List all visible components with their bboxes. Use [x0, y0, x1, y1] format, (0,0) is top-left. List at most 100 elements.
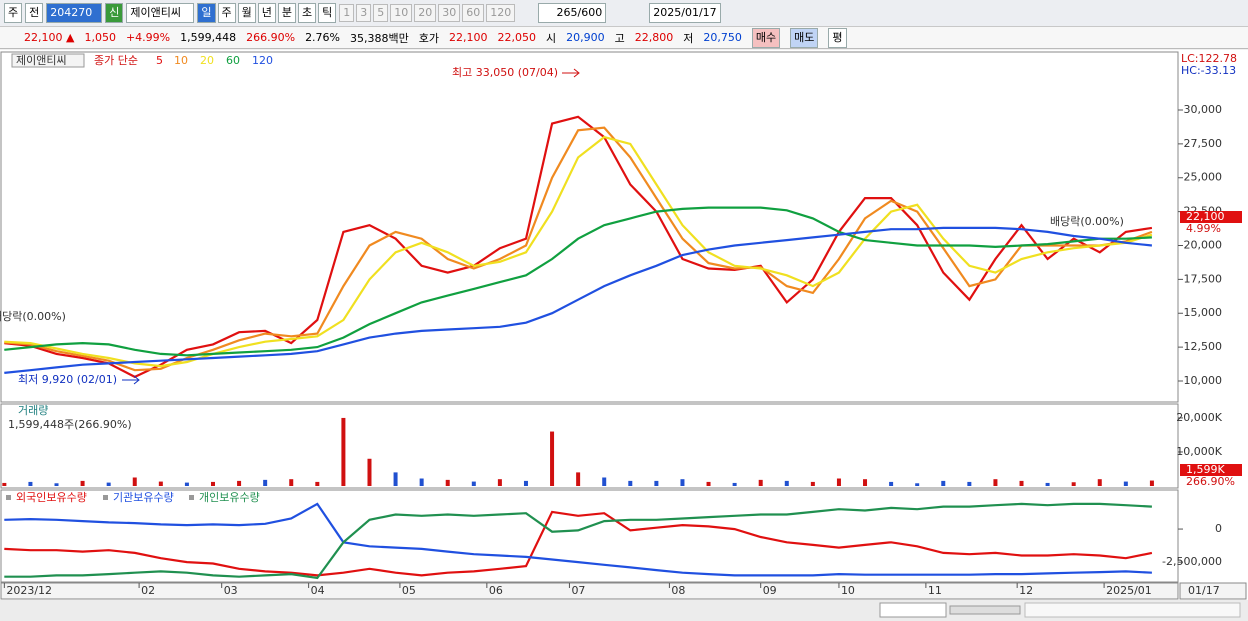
volume-bar — [1045, 482, 1050, 486]
count-button[interactable]: 60 — [462, 4, 485, 22]
volume-bar — [1123, 481, 1128, 486]
legend-swatch — [103, 495, 108, 500]
volume-bar — [602, 477, 607, 486]
y-tick-label: 0 — [1215, 522, 1222, 535]
volume-bar — [184, 482, 189, 486]
volume-bar — [28, 481, 33, 486]
volume-bar — [1019, 480, 1024, 486]
volume-bar — [941, 480, 946, 486]
change: 1,050 — [84, 31, 116, 44]
x-axis-band — [0, 582, 1179, 600]
y-tick-label: 25,000 — [1184, 171, 1223, 184]
legend-item: 60 — [226, 54, 240, 67]
x-tick-label: 08 — [671, 584, 685, 597]
ex-dividend: 배당락(0.00%) — [1050, 215, 1124, 228]
period-button[interactable]: 분 — [277, 3, 296, 23]
y-tick-label: 20,000K — [1176, 411, 1222, 424]
zoom-slider[interactable] — [949, 605, 1021, 615]
volume-bar — [706, 481, 711, 486]
code-input[interactable]: 204270 — [46, 3, 103, 23]
y-tick-label: 27,500 — [1184, 137, 1223, 150]
x-tick-label: 10 — [841, 584, 855, 597]
x-tick-label: 05 — [402, 584, 416, 597]
x-tick-label: 09 — [763, 584, 777, 597]
legend-item: 5 — [156, 54, 163, 67]
low: 20,750 — [703, 31, 742, 44]
legend-item: 10 — [174, 54, 188, 67]
count-button[interactable]: 120 — [486, 4, 516, 22]
last-volume-rate: 266.90% — [1186, 475, 1235, 488]
last-date: 01/17 — [1188, 584, 1220, 597]
volume-bar — [289, 479, 294, 486]
period-button[interactable]: 틱 — [318, 3, 337, 23]
period-button[interactable]: 주 — [217, 3, 236, 23]
volume-bar — [106, 482, 111, 486]
quote-bar: 22,100 ▲ 1,050 +4.99% 1,599,448 266.90% … — [0, 27, 1248, 49]
legend-item: 개인보유수량 — [199, 491, 260, 504]
y-tick-label: 10,000 — [1184, 374, 1223, 387]
range[interactable]: 265/600 — [538, 3, 607, 23]
volume-panel — [0, 403, 1179, 489]
volume-bar — [915, 483, 920, 486]
x-tick-label: 12 — [1019, 584, 1033, 597]
holdings-panel — [0, 489, 1179, 583]
legend-swatch — [6, 495, 11, 500]
period-button[interactable]: 년 — [257, 3, 276, 23]
chart-bg — [0, 50, 1248, 621]
prev-button[interactable]: 전 — [25, 3, 44, 23]
volume-bar — [863, 479, 868, 486]
y-tick-label: 17,500 — [1184, 272, 1223, 285]
last-volume-box — [1180, 464, 1242, 476]
series-line — [4, 226, 1153, 374]
period-button[interactable]: 초 — [298, 3, 317, 23]
volume-bar — [1149, 480, 1154, 486]
panel-label: 제이앤티씨 — [16, 54, 67, 67]
y-tick-label: 15,000 — [1184, 306, 1223, 319]
buy-button[interactable]: 매수 — [751, 27, 781, 48]
count-button[interactable]: 10 — [390, 4, 413, 22]
y-tick-label: 12,500 — [1184, 340, 1223, 353]
volume-bar — [680, 479, 685, 486]
period-button[interactable]: 월 — [237, 3, 256, 23]
volume-bar — [628, 480, 633, 486]
volume-bar — [393, 472, 398, 486]
volume-bar — [836, 478, 841, 486]
low-label: 저 — [683, 31, 694, 45]
count-group: 1 3 5 10 20 30 60 120 — [339, 4, 516, 22]
low-arrow — [122, 375, 140, 385]
price: 22,100 ▲ — [24, 31, 75, 44]
volume-bar — [80, 480, 85, 486]
volume-bar — [576, 472, 581, 486]
series-line — [4, 502, 1152, 577]
volume-bar — [445, 479, 450, 486]
volume-bar — [419, 478, 424, 486]
series-line — [4, 510, 1153, 577]
date-input[interactable]: 2025/01/17 — [649, 3, 721, 23]
tool-icons[interactable] — [1024, 602, 1241, 618]
series-line — [4, 206, 1152, 357]
period-button[interactable]: 일 — [197, 3, 216, 23]
last-volume: 1,599K — [1186, 463, 1225, 476]
count-button[interactable]: 30 — [438, 4, 461, 22]
ask: 22,100 — [449, 31, 488, 44]
volume-bar — [550, 431, 555, 486]
avg-button[interactable]: 평 — [828, 27, 847, 48]
view-select[interactable]: 주 — [4, 3, 23, 23]
sell-button[interactable]: 매도 — [790, 27, 819, 48]
volume-bar — [132, 477, 137, 486]
x-tick-label: 2023/12 — [6, 584, 52, 597]
count-button[interactable]: 20 — [414, 4, 437, 22]
high-arrow — [562, 68, 580, 78]
volume-bar — [315, 481, 320, 486]
nav-buttons[interactable] — [879, 602, 947, 618]
count-button[interactable]: 1 — [339, 4, 355, 22]
price-panel — [0, 51, 1179, 403]
legend-item: 외국인보유수량 — [16, 491, 87, 504]
count-button[interactable]: 5 — [373, 4, 389, 22]
legend-item: 120 — [252, 54, 273, 67]
y-tick-label: -2,500,000 — [1162, 555, 1222, 568]
bid: 22,050 — [497, 31, 537, 44]
count-button[interactable]: 3 — [356, 4, 372, 22]
date-band — [1179, 582, 1247, 600]
y-tick-label: 30,000 — [1184, 103, 1223, 116]
